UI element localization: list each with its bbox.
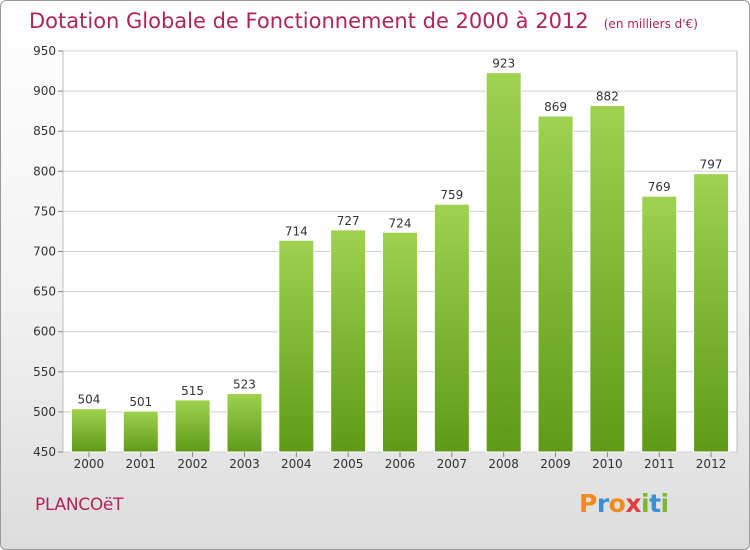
commune-name: PLANCOëT xyxy=(35,495,124,515)
data-labels: 504 501 515 523 714 727 724 759 923 869 882 769 797 xyxy=(77,57,722,409)
bar-2003 xyxy=(226,392,263,453)
x-tick-label: 2011 xyxy=(644,457,675,471)
bar-2000 xyxy=(70,408,107,453)
logo-letter: r xyxy=(596,489,609,518)
bar-2004 xyxy=(278,239,315,453)
x-axis: 2000 2001 2002 2003 2004 2005 2006 2007 2008 2009… xyxy=(74,452,727,471)
bar-2001 xyxy=(122,410,159,453)
x-tick-label: 2000 xyxy=(74,457,105,471)
data-label: 724 xyxy=(389,216,412,230)
x-tick-label: 2002 xyxy=(177,457,208,471)
y-tick-label: 800 xyxy=(33,164,56,178)
bar-2012 xyxy=(693,173,730,453)
data-label: 523 xyxy=(233,377,256,391)
logo-letter: P xyxy=(579,489,597,518)
logo-letter: i xyxy=(660,489,670,518)
data-label: 797 xyxy=(700,158,723,172)
x-tick-label: 2007 xyxy=(437,457,468,471)
logo-letter: i xyxy=(641,489,650,518)
bars xyxy=(70,72,730,453)
data-label: 504 xyxy=(77,393,100,407)
x-tick-label: 2006 xyxy=(385,457,416,471)
data-label: 923 xyxy=(492,57,515,71)
x-tick-label: 2001 xyxy=(125,457,156,471)
y-tick-label: 850 xyxy=(33,124,56,138)
data-label: 727 xyxy=(337,214,360,228)
bar-2009 xyxy=(537,115,574,453)
bar-2002 xyxy=(174,399,211,453)
x-tick-label: 2008 xyxy=(488,457,519,471)
x-tick-label: 2003 xyxy=(229,457,260,471)
y-axis: 450 500 550 600 650 700 750 800 850 900 950 xyxy=(33,44,63,459)
bar-2006 xyxy=(382,231,418,453)
y-tick-label: 500 xyxy=(33,405,56,419)
x-tick-label: 2009 xyxy=(540,457,571,471)
chart-unit-label: (en milliers d'€) xyxy=(603,17,698,31)
bar-2010 xyxy=(589,105,626,453)
logo-letter: x xyxy=(625,489,641,518)
y-tick-label: 950 xyxy=(33,44,56,58)
chart-title: Dotation Globale de Fonctionnement de 20… xyxy=(29,9,589,33)
proxiti-logo: Proxiti xyxy=(579,489,669,518)
y-tick-label: 750 xyxy=(33,204,56,218)
data-label: 759 xyxy=(440,188,463,202)
x-tick-label: 2012 xyxy=(696,457,727,471)
y-tick-label: 550 xyxy=(33,365,56,379)
title-row: Dotation Globale de Fonctionnement de 20… xyxy=(29,9,698,33)
data-label: 714 xyxy=(285,224,308,238)
logo-letter: t xyxy=(649,489,661,518)
bar-2011 xyxy=(641,195,678,453)
data-label: 882 xyxy=(596,90,619,104)
bar-2007 xyxy=(433,203,470,453)
data-label: 501 xyxy=(129,395,152,409)
data-label: 769 xyxy=(648,180,671,194)
y-tick-label: 450 xyxy=(33,445,56,459)
bar-2005 xyxy=(330,229,367,453)
bar-2008 xyxy=(485,72,522,453)
x-tick-label: 2005 xyxy=(333,457,364,471)
x-tick-label: 2004 xyxy=(281,457,312,471)
x-tick-label: 2010 xyxy=(592,457,623,471)
data-label: 515 xyxy=(181,384,204,398)
logo-letter: o xyxy=(608,489,626,518)
y-tick-label: 650 xyxy=(33,285,56,299)
y-tick-label: 700 xyxy=(33,245,56,259)
data-label: 869 xyxy=(544,100,567,114)
y-tick-label: 900 xyxy=(33,84,56,98)
y-tick-label: 600 xyxy=(33,325,56,339)
